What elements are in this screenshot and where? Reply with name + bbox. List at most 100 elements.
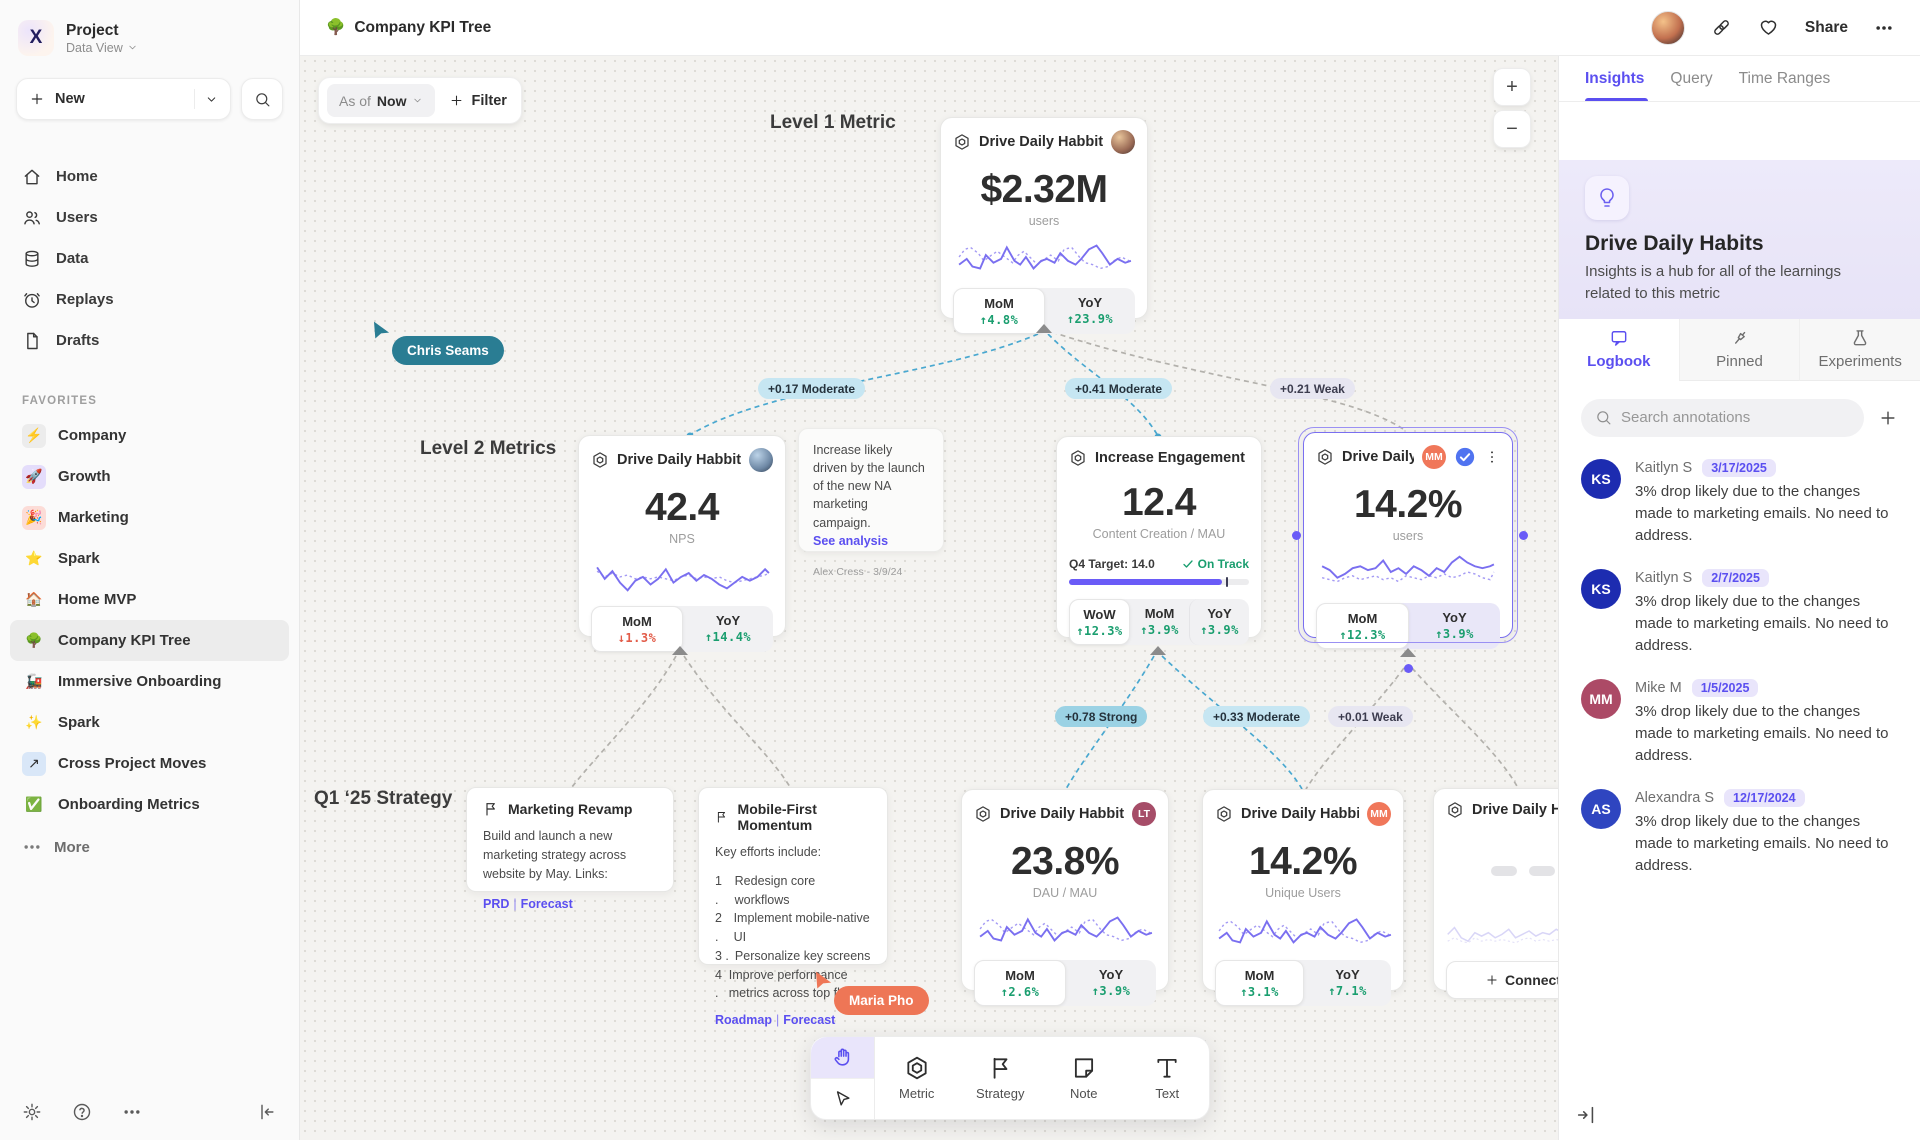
data-view-selector[interactable]: Data View <box>66 41 138 55</box>
note-card[interactable]: Increase likely driven by the launch of … <box>798 428 944 578</box>
help-icon[interactable] <box>72 1102 92 1122</box>
gear-icon[interactable] <box>22 1102 42 1122</box>
annotation-item: MM Mike M 1/5/2025 3% drop likely due to… <box>1581 678 1898 767</box>
sidebar-item-company-kpi-tree[interactable]: 🌳 Company KPI Tree <box>10 620 289 661</box>
filter-button[interactable]: Filter <box>449 93 507 109</box>
collapse-panel-icon[interactable] <box>1575 1104 1597 1126</box>
sidebar-item-onboarding-metrics[interactable]: ✅ Onboarding Metrics <box>10 784 289 825</box>
annotation-search-input[interactable] <box>1621 409 1850 426</box>
stat-yoy[interactable]: YoY ↑3.9% <box>1066 960 1156 1006</box>
subtab-experiments[interactable]: Experiments <box>1799 318 1920 381</box>
ellipsis-icon[interactable] <box>122 1102 142 1122</box>
metric-card-drive-daily-habits-nps[interactable]: Drive Daily Habbits 42.4 NPS MoM ↓1.3% Y… <box>578 435 786 652</box>
stat-value: ↑12.3% <box>1076 624 1123 638</box>
chevron-down-icon[interactable] <box>205 93 218 106</box>
stat-toggle: MoM ↑3.1% YoY ↑7.1% <box>1215 960 1391 1006</box>
sidebar-item-users[interactable]: Users <box>10 197 289 238</box>
strategy-card-marketing-revamp[interactable]: Marketing Revamp Build and launch a new … <box>466 787 674 911</box>
stat-yoy[interactable]: YoY ↑7.1% <box>1304 960 1391 1006</box>
annotation-search[interactable] <box>1581 398 1864 437</box>
sidebar-item-home-mvp[interactable]: 🏠 Home MVP <box>10 579 289 620</box>
prd-link[interactable]: PRD <box>483 897 510 912</box>
strategy-tool-button[interactable]: Strategy <box>959 1037 1043 1119</box>
tab-insights[interactable]: Insights <box>1585 56 1649 101</box>
stat-mom[interactable]: MoM ↑2.6% <box>974 960 1066 1006</box>
forecast-link[interactable]: Forecast <box>783 1013 836 1027</box>
list-num: 1 . <box>715 873 722 907</box>
stat-mom[interactable]: MoM ↑3.9% <box>1130 599 1189 645</box>
strategy-card-mobile-first-momentum[interactable]: Mobile-First Momentum Key efforts includ… <box>698 787 888 1027</box>
text-icon <box>1157 1058 1177 1078</box>
stat-mom[interactable]: MoM ↑4.8% <box>953 288 1045 334</box>
project-switcher[interactable]: X Project Data View <box>0 0 299 72</box>
select-tool-button[interactable] <box>811 1077 874 1120</box>
overflow-menu-icon[interactable] <box>1874 18 1894 38</box>
strategy-body: Build and launch a new marketing strateg… <box>483 829 627 881</box>
add-annotation-icon[interactable] <box>1878 408 1898 428</box>
stat-yoy[interactable]: YoY ↑3.9% <box>1189 599 1249 645</box>
note-tool-button[interactable]: Note <box>1042 1037 1126 1119</box>
sidebar-item-immersive-onboarding[interactable]: 🚂 Immersive Onboarding <box>10 661 289 702</box>
arrow-up-right-icon: ↗ <box>22 751 46 776</box>
roadmap-link[interactable]: Roadmap <box>715 1013 772 1027</box>
list-item: Personalize key screens <box>734 948 871 963</box>
confetti-icon: 🎉 <box>22 505 46 530</box>
sidebar-item-spark-2[interactable]: ✨ Spark <box>10 702 289 743</box>
kebab-menu-icon[interactable] <box>1484 449 1500 465</box>
stat-label: YoY <box>1335 967 1360 982</box>
user-avatar[interactable] <box>1650 10 1685 45</box>
sidebar-item-data[interactable]: Data <box>10 238 289 279</box>
text-tool-button[interactable]: Text <box>1126 1037 1210 1119</box>
rocket-icon: 🚀 <box>22 464 46 489</box>
metric-tool-button[interactable]: Metric <box>875 1037 959 1119</box>
sidebar-item-replays[interactable]: Replays <box>10 279 289 320</box>
sidebar-item-company[interactable]: ⚡ Company <box>10 415 289 456</box>
zoom-in-button[interactable]: + <box>1493 68 1531 106</box>
zoom-out-button[interactable]: − <box>1493 110 1531 148</box>
metric-card-dau-mau[interactable]: Drive Daily Habbits LT 23.8% DAU / MAU M… <box>961 789 1169 1006</box>
stat-mom[interactable]: MoM ↑3.1% <box>1215 960 1304 1006</box>
metric-card-increase-engagement[interactable]: Increase Engagement 12.4 Content Creatio… <box>1056 436 1262 645</box>
metric-hexagon-icon <box>1318 449 1332 465</box>
list-num: 4 . <box>715 967 722 1001</box>
favorite-label: Spark <box>58 714 100 731</box>
new-button[interactable]: New <box>16 78 231 120</box>
subtab-logbook[interactable]: Logbook <box>1559 318 1679 381</box>
sidebar-search-button[interactable] <box>241 78 283 120</box>
sidebar-item-drafts[interactable]: Drafts <box>10 320 289 361</box>
metric-hexagon-icon <box>955 134 969 150</box>
share-button[interactable]: Share <box>1804 18 1848 36</box>
copy-link-icon[interactable] <box>1711 17 1732 38</box>
stat-mom[interactable]: MoM ↑12.3% <box>1316 603 1409 649</box>
as-of-value: Now <box>376 92 407 109</box>
selection-handle[interactable] <box>1404 664 1413 673</box>
subtab-pinned[interactable]: Pinned <box>1678 318 1800 381</box>
collapse-sidebar-icon[interactable] <box>257 1102 277 1122</box>
stat-wow[interactable]: WoW ↑12.3% <box>1069 599 1130 645</box>
list-item: Redesign core workflows <box>734 873 816 907</box>
as-of-label: As of <box>339 92 371 109</box>
sidebar-item-marketing[interactable]: 🎉 Marketing <box>10 497 289 538</box>
stat-yoy[interactable]: YoY ↑14.4% <box>683 606 773 652</box>
sidebar-more-button[interactable]: More <box>10 827 289 867</box>
hand-tool-button[interactable] <box>811 1037 874 1078</box>
forecast-link[interactable]: Forecast <box>520 897 573 912</box>
tab-query[interactable]: Query <box>1670 69 1713 87</box>
sidebar-item-spark[interactable]: ⭐ Spark <box>10 538 289 579</box>
sidebar-item-home[interactable]: Home <box>10 156 289 197</box>
stat-yoy[interactable]: YoY ↑3.9% <box>1409 603 1500 649</box>
metric-card-drive-daily-habits-selected[interactable]: Drive Daily Habb.. MM 14.2% users MoM ↑1… <box>1298 427 1518 649</box>
tab-time-ranges[interactable]: Time Ranges <box>1738 69 1831 87</box>
see-analysis-link[interactable]: See analysis <box>813 533 889 548</box>
stat-mom[interactable]: MoM ↓1.3% <box>591 606 683 652</box>
selection-handle[interactable] <box>1519 531 1528 540</box>
sidebar-item-cross-project-moves[interactable]: ↗ Cross Project Moves <box>10 743 289 784</box>
stat-yoy[interactable]: YoY ↑23.9% <box>1045 288 1135 334</box>
sidebar-item-growth[interactable]: 🚀 Growth <box>10 456 289 497</box>
as-of-selector[interactable]: As of Now <box>327 84 436 117</box>
favorite-heart-icon[interactable] <box>1758 17 1779 38</box>
metric-card-drive-daily-habits-l1[interactable]: Drive Daily Habbits $2.32M users MoM ↑4.… <box>940 117 1148 334</box>
metric-card-unique-users[interactable]: Drive Daily Habbits MM 14.2% Unique User… <box>1202 789 1404 1006</box>
selection-handle[interactable] <box>1292 531 1301 540</box>
annotation-avatar: AS <box>1581 788 1621 829</box>
